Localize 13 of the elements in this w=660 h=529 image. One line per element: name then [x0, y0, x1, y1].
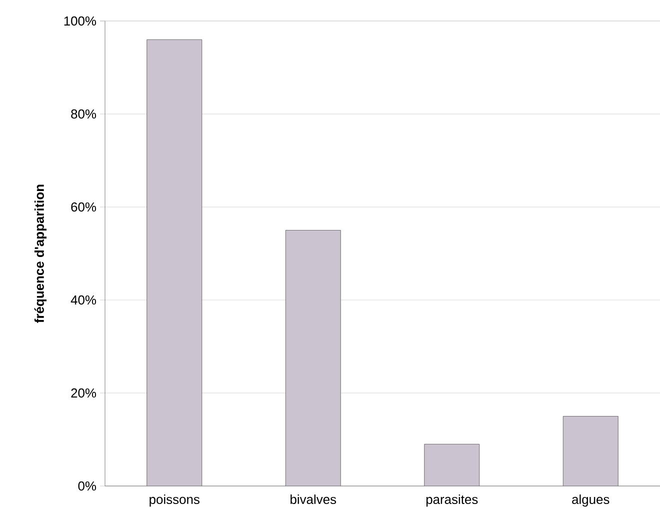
x-tick-label: algues	[572, 494, 610, 507]
bar	[562, 416, 618, 486]
x-tick-label: parasites	[426, 494, 478, 507]
x-tick-label: bivalves	[290, 494, 336, 504]
y-axis-title: fréquence d'apparition	[34, 184, 47, 323]
y-tick-label: 0%	[78, 481, 96, 491]
y-tick-label: 40%	[70, 295, 96, 305]
bar	[424, 444, 480, 486]
x-tick-label: poissons	[150, 494, 200, 507]
y-tick-label: 100%	[64, 16, 96, 26]
y-tick-label: 60%	[71, 202, 96, 212]
y-tick-label: 80%	[71, 109, 96, 119]
y-tick-label: 20%	[71, 388, 96, 398]
